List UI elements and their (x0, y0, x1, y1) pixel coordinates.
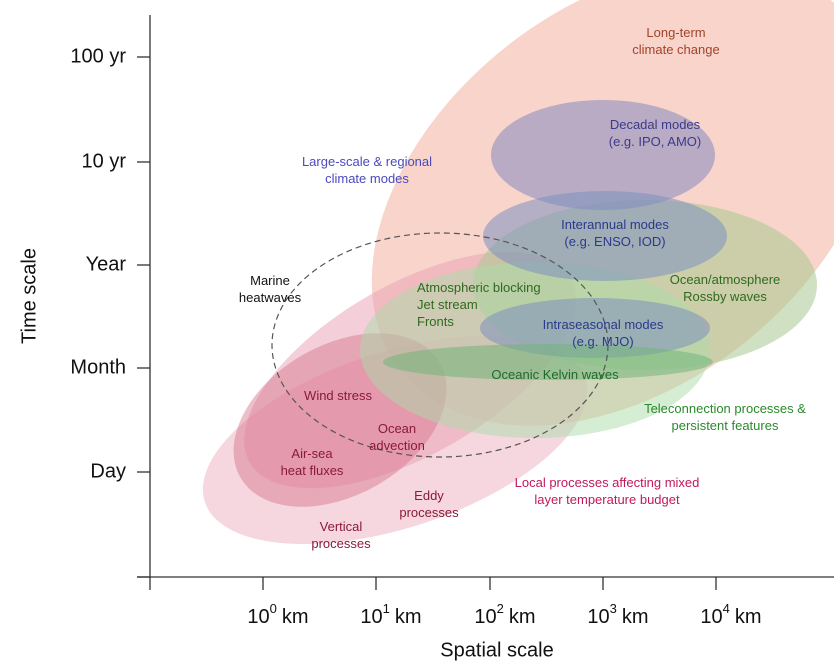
label-line: Wind stress (304, 388, 372, 403)
y-tick-label: 100 yr (70, 45, 126, 67)
tick-exp: 0 (270, 601, 277, 616)
label-line: layer temperature budget (534, 492, 680, 507)
x-tick-label: 102 km (474, 601, 535, 628)
region-label: Marine heatwaves (239, 273, 302, 305)
label-line: Decadal modes (610, 117, 701, 132)
label-line: climate modes (325, 171, 409, 186)
y-tick-label: Month (70, 356, 126, 378)
region-label: Local processes affecting mixed layer tem… (515, 475, 700, 507)
region-label: Oceanic Kelvin waves (491, 367, 619, 382)
region-label: Eddy processes (399, 488, 459, 520)
label-line: Fronts (417, 314, 454, 329)
x-tick-label: 103 km (587, 601, 648, 628)
label-line: persistent features (672, 418, 779, 433)
label-line: Intraseasonal modes (543, 317, 664, 332)
tick-base: 10 (700, 606, 722, 628)
label-line: Rossby waves (683, 289, 767, 304)
regions (202, 0, 834, 545)
region-label: Atmospheric blocking Jet stream Fronts (417, 280, 541, 329)
region-label: Intraseasonal modes (e.g. MJO) (543, 317, 664, 349)
x-tick-label: 104 km (700, 601, 761, 628)
tick-base: 10 (587, 606, 609, 628)
tick-unit: km (282, 606, 309, 628)
label-line: Marine (250, 273, 290, 288)
x-tick-label: 101 km (360, 601, 421, 628)
y-tick-label: 10 yr (82, 150, 127, 172)
label-line: heat fluxes (281, 463, 344, 478)
tick-unit: km (735, 606, 762, 628)
label-line: Large-scale & regional (302, 154, 432, 169)
label-line: Jet stream (417, 297, 478, 312)
region-outline (271, 232, 609, 458)
axes (137, 15, 834, 590)
label-line: (e.g. MJO) (572, 334, 633, 349)
region-label: Interannual modes (e.g. ENSO, IOD) (561, 217, 669, 249)
tick-base: 10 (247, 606, 269, 628)
tick-base: 10 (360, 606, 382, 628)
region-shape (491, 100, 715, 210)
x-tick-label: 100 km (247, 601, 308, 628)
region-shape (480, 298, 710, 358)
y-tick-label: Day (90, 460, 126, 482)
y-axis-label: Time scale (18, 248, 40, 344)
tick-base: 10 (474, 606, 496, 628)
y-tick-label: Year (86, 253, 127, 275)
label-line: climate change (632, 42, 719, 57)
region-label: Long-term climate change (632, 25, 719, 57)
tick-unit: km (509, 606, 536, 628)
label-line: Local processes affecting mixed (515, 475, 700, 490)
label-line: (e.g. IPO, AMO) (609, 134, 701, 149)
tick-exp: 2 (497, 601, 504, 616)
label-line: heatwaves (239, 290, 302, 305)
label-line: (e.g. ENSO, IOD) (564, 234, 665, 249)
region-label: Decadal modes (e.g. IPO, AMO) (609, 117, 701, 149)
tick-unit: km (395, 606, 422, 628)
x-axis-label: Spatial scale (440, 639, 553, 661)
label-line: Interannual modes (561, 217, 669, 232)
tick-exp: 3 (610, 601, 617, 616)
region-label: Ocean/atmosphere Rossby waves (670, 272, 781, 304)
label-line: Long-term (646, 25, 705, 40)
region-shape (483, 191, 727, 281)
label-line: processes (399, 505, 459, 520)
label-line: advection (369, 438, 425, 453)
label-line: Teleconnection processes & (644, 401, 806, 416)
region-label: Teleconnection processes & persistent fea… (644, 401, 806, 433)
region-label: Large-scale & regional climate modes (302, 154, 432, 186)
label-line: Atmospheric blocking (417, 280, 541, 295)
tick-exp: 4 (723, 601, 730, 616)
tick-unit: km (622, 606, 649, 628)
tick-exp: 1 (383, 601, 390, 616)
region-label: Ocean advection (369, 421, 425, 453)
label-line: Oceanic Kelvin waves (491, 367, 619, 382)
region-shape (383, 344, 713, 380)
label-line: Ocean/atmosphere (670, 272, 781, 287)
region-label: Air-sea heat fluxes (281, 446, 344, 478)
label-line: Eddy (414, 488, 444, 503)
label-line: Air-sea (291, 446, 333, 461)
label-line: Vertical (320, 519, 363, 534)
label-line: processes (311, 536, 371, 551)
region-label: Vertical processes (311, 519, 371, 551)
region-label: Wind stress (304, 388, 372, 403)
label-line: Ocean (378, 421, 416, 436)
